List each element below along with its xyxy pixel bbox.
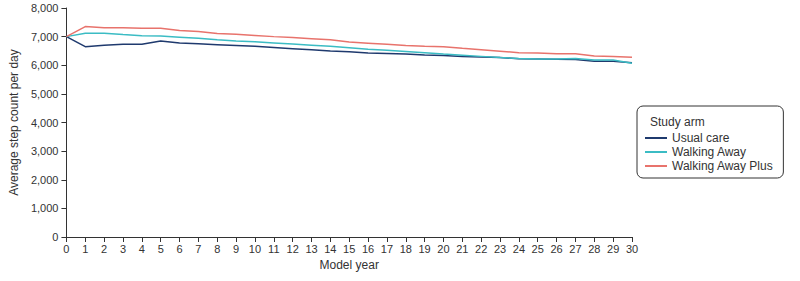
svg-text:10: 10 — [249, 243, 261, 255]
svg-text:Walking Away: Walking Away — [672, 145, 746, 159]
svg-text:0: 0 — [63, 243, 69, 255]
svg-text:29: 29 — [607, 243, 619, 255]
svg-text:8,000: 8,000 — [31, 2, 59, 14]
svg-text:23: 23 — [494, 243, 506, 255]
svg-text:9: 9 — [233, 243, 239, 255]
svg-text:16: 16 — [362, 243, 374, 255]
svg-text:5: 5 — [158, 243, 164, 255]
svg-text:12: 12 — [287, 243, 299, 255]
svg-text:14: 14 — [324, 243, 336, 255]
svg-text:17: 17 — [381, 243, 393, 255]
svg-text:25: 25 — [532, 243, 544, 255]
svg-text:Study arm: Study arm — [650, 115, 705, 129]
svg-text:0: 0 — [52, 231, 58, 243]
svg-text:1: 1 — [82, 243, 88, 255]
svg-text:Usual care: Usual care — [672, 131, 730, 145]
svg-text:27: 27 — [569, 243, 581, 255]
svg-text:Walking Away Plus: Walking Away Plus — [672, 159, 773, 173]
svg-text:18: 18 — [400, 243, 412, 255]
svg-text:28: 28 — [588, 243, 600, 255]
svg-text:19: 19 — [418, 243, 430, 255]
svg-text:6: 6 — [176, 243, 182, 255]
svg-text:Average step count per day: Average step count per day — [7, 49, 21, 196]
svg-text:5,000: 5,000 — [31, 88, 59, 100]
svg-text:4: 4 — [139, 243, 145, 255]
svg-text:2: 2 — [101, 243, 107, 255]
svg-text:Model year: Model year — [320, 258, 379, 272]
svg-text:20: 20 — [437, 243, 449, 255]
svg-text:11: 11 — [268, 243, 279, 255]
svg-text:4,000: 4,000 — [31, 117, 59, 129]
svg-text:7: 7 — [195, 243, 201, 255]
svg-text:30: 30 — [626, 243, 638, 255]
svg-text:1,000: 1,000 — [31, 202, 59, 214]
svg-text:6,000: 6,000 — [31, 59, 59, 71]
svg-text:22: 22 — [475, 243, 487, 255]
svg-text:13: 13 — [305, 243, 317, 255]
svg-text:26: 26 — [550, 243, 562, 255]
svg-text:21: 21 — [456, 243, 468, 255]
svg-text:8: 8 — [214, 243, 220, 255]
svg-text:3: 3 — [120, 243, 126, 255]
svg-text:3,000: 3,000 — [31, 145, 59, 157]
svg-text:7,000: 7,000 — [31, 31, 59, 43]
svg-text:24: 24 — [513, 243, 525, 255]
svg-text:2,000: 2,000 — [31, 174, 59, 186]
svg-text:15: 15 — [343, 243, 355, 255]
